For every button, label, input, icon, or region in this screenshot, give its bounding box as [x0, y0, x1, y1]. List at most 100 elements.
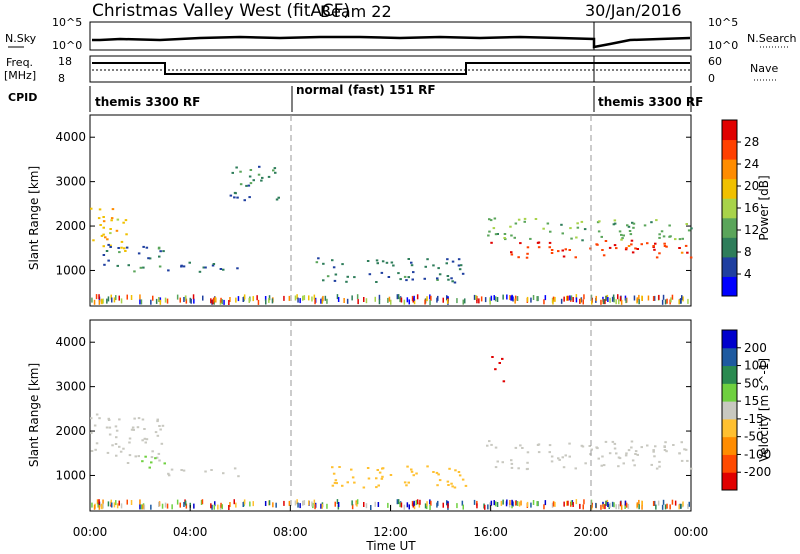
- scatter-point-r4: [423, 277, 426, 280]
- near-range-point: [229, 502, 231, 507]
- scatter-point-r4: [488, 440, 491, 443]
- near-range-point: [313, 294, 316, 300]
- near-range-point: [303, 500, 306, 506]
- scatter-point-r4: [680, 459, 684, 462]
- colorbar-tick-label: 50: [744, 376, 759, 390]
- near-range-point: [184, 500, 187, 506]
- near-range-point: [544, 500, 547, 506]
- scatter-point-r0: [115, 454, 118, 457]
- scatter-point-r4: [627, 449, 631, 452]
- y-tick-label: 3000: [55, 380, 86, 394]
- velocity-y-label: Slant Range [km]: [27, 363, 41, 467]
- scatter-point-r4: [490, 443, 493, 446]
- near-range-point: [571, 500, 574, 506]
- nave-label: Nave: [750, 62, 778, 75]
- scatter-point-r4: [653, 455, 656, 458]
- near-range-point: [294, 295, 297, 301]
- near-range-point: [299, 503, 301, 509]
- near-range-point: [446, 500, 448, 506]
- near-range-point: [688, 501, 690, 507]
- near-range-point: [283, 295, 285, 301]
- colorbar-swatch: [722, 365, 737, 384]
- colorbar-tick-label: 20: [744, 179, 759, 193]
- near-range-point: [397, 294, 400, 300]
- near-range-point: [484, 504, 486, 510]
- near-range-point: [403, 299, 406, 305]
- scatter-point-r2: [167, 269, 170, 272]
- scatter-point-r0: [161, 424, 165, 427]
- near-range-point: [520, 500, 522, 506]
- scatter-point-r0: [141, 439, 144, 442]
- scatter-point-r1: [142, 245, 145, 248]
- near-range-point: [126, 499, 128, 505]
- near-range-point: [139, 499, 141, 505]
- scatter-point-r4: [412, 271, 415, 274]
- freq-line: [92, 62, 690, 75]
- scatter-point-r3: [447, 484, 450, 486]
- near-range-point: [518, 501, 521, 507]
- near-range-point: [496, 502, 499, 507]
- near-range-point: [320, 503, 322, 509]
- scatter-point-r1: [144, 455, 147, 458]
- near-range-point: [552, 501, 555, 507]
- near-range-point: [442, 297, 444, 303]
- scatter-point-r0: [119, 450, 123, 453]
- near-range-point: [337, 502, 340, 507]
- near-range-point: [229, 297, 231, 302]
- near-range-point: [500, 500, 503, 506]
- noise-right-tick-top: 10^5: [708, 16, 738, 29]
- scatter-point-r4: [322, 279, 325, 282]
- scatter-point-r0: [114, 443, 118, 445]
- near-range-point: [171, 504, 173, 510]
- scatter-point-r1: [139, 266, 143, 269]
- scatter-point-r6: [620, 238, 623, 241]
- scatter-point-r4: [353, 276, 356, 279]
- scatter-point-r5: [562, 255, 566, 258]
- cpid-panel: CPID themis 3300 RF normal (fast) 151 RF…: [8, 83, 703, 112]
- near-range-point: [115, 500, 117, 506]
- near-range-point: [321, 503, 323, 509]
- scatter-point-r6: [503, 237, 506, 239]
- near-range-point: [337, 297, 340, 302]
- near-range-point: [506, 499, 508, 505]
- scatter-point-r4: [655, 467, 659, 470]
- scatter-point-r3: [338, 466, 341, 468]
- scatter-point-r4: [613, 442, 617, 445]
- scatter-point-r5: [550, 249, 554, 251]
- near-range-point: [113, 502, 116, 508]
- scatter-point-r4: [334, 273, 338, 276]
- scatter-point-r4: [381, 260, 385, 263]
- scatter-point-r0: [93, 424, 97, 427]
- x-tick-label: 12:00: [373, 525, 408, 539]
- scatter-point-r0: [126, 462, 130, 464]
- scatter-point-r4: [380, 271, 384, 274]
- scatter-point-r3: [438, 479, 442, 482]
- scatter-point-r6: [510, 234, 513, 237]
- power-scatter: [90, 165, 693, 305]
- scatter-point-r4: [392, 264, 395, 267]
- near-range-point: [611, 501, 614, 507]
- near-range-point: [424, 299, 426, 305]
- near-range-point: [98, 499, 100, 505]
- scatter-point-r4: [510, 466, 514, 469]
- scatter-point-r3: [331, 466, 334, 469]
- scatter-point-r0: [131, 426, 135, 429]
- scatter-point-r5: [510, 253, 514, 256]
- near-range-point: [609, 502, 611, 508]
- scatter-point-r6: [626, 224, 629, 227]
- scatter-point-r6: [643, 224, 647, 227]
- scatter-point-r4: [602, 464, 606, 467]
- freq-panel: Freq. [MHz] 18 8 60 0 Nave: [4, 55, 778, 85]
- scatter-point-r3: [461, 478, 465, 481]
- scatter-point-r4: [432, 264, 435, 267]
- near-range-point: [346, 298, 349, 304]
- colorbar-swatch: [722, 383, 737, 402]
- scatter-point-r5: [548, 246, 551, 249]
- scatter-point-r4: [326, 275, 330, 278]
- near-range-point: [242, 502, 244, 507]
- near-range-point: [572, 297, 574, 302]
- near-range-point: [678, 299, 680, 305]
- near-range-point: [543, 504, 545, 510]
- near-range-point: [680, 298, 682, 303]
- power-panel: 1000 2000 3000 4000 Slant Range [km]: [27, 114, 693, 307]
